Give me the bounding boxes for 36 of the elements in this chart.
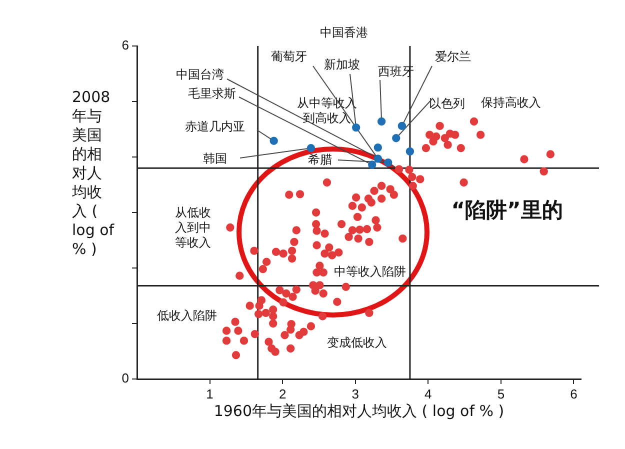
point <box>384 158 392 167</box>
x-tick-label: 3 <box>352 386 359 402</box>
point <box>392 134 400 142</box>
point <box>352 123 360 132</box>
annotation: 爱尔兰 <box>435 50 471 64</box>
text: 中国香港 <box>320 26 368 40</box>
annotation: 葡萄牙 <box>271 50 307 64</box>
point <box>306 144 316 152</box>
point <box>374 143 382 152</box>
point <box>270 136 278 146</box>
point <box>398 122 406 130</box>
y-tick-label: 0 <box>122 370 129 386</box>
x-tick-label: 5 <box>497 386 505 402</box>
annotation: 变成低收入 <box>327 336 387 350</box>
point <box>374 154 382 163</box>
annotation: 毛里求斯 <box>188 86 236 102</box>
annotation: 低收入陷阱 <box>157 308 217 324</box>
annotation: 希腊 <box>308 152 332 168</box>
annotation: 保持高收入 <box>481 96 541 110</box>
annotation: 以色列 <box>429 96 465 112</box>
point <box>368 160 376 169</box>
text: 2008年与美国的相对人均收入 ( log of % ) <box>72 88 114 258</box>
annotation: 赤道几内亚 <box>185 120 245 134</box>
x-tick-label: 1 <box>206 386 214 402</box>
x-tick-label: 6 <box>570 386 578 402</box>
annotation: 中国台湾 <box>176 68 224 82</box>
point <box>377 117 386 126</box>
annotation: 中等收入陷阱 <box>334 264 406 280</box>
x-tick-label: 2 <box>278 386 286 402</box>
annotation: 新加坡 <box>324 58 360 72</box>
point <box>406 147 414 156</box>
x-tick-label: 4 <box>424 386 432 402</box>
annotation: “陷阱”里的 <box>451 198 563 222</box>
x-axis-title: 1960年与美国的相对人均收入 ( log of % ) <box>212 402 506 421</box>
annotation: 韩国 <box>203 152 227 166</box>
annotation: 从低收入到中等收入 <box>174 206 212 250</box>
